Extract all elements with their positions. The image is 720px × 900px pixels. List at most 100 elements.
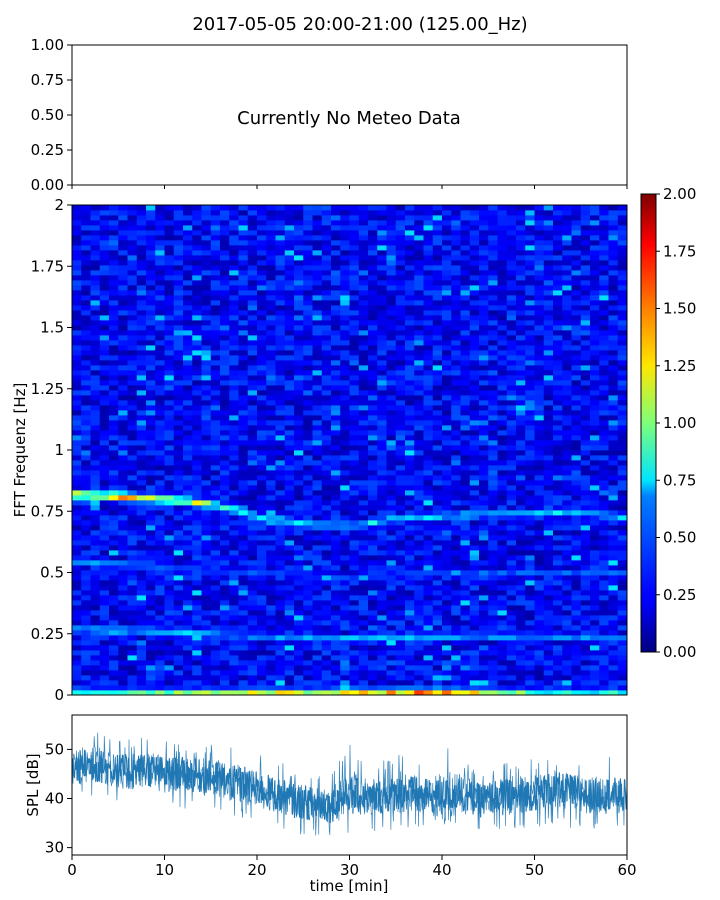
heatmap-cell bbox=[358, 530, 369, 536]
heatmap-cell bbox=[469, 245, 480, 251]
heatmap-cell bbox=[127, 585, 138, 591]
heatmap-cell bbox=[173, 265, 184, 271]
heatmap-cell bbox=[506, 355, 517, 361]
heatmap-cell bbox=[164, 260, 175, 266]
heatmap-cell bbox=[451, 585, 461, 591]
heatmap-cell bbox=[303, 660, 313, 666]
heatmap-cell bbox=[127, 580, 138, 586]
heatmap-cell bbox=[368, 380, 378, 386]
heatmap-cell bbox=[229, 475, 239, 481]
heatmap-cell bbox=[303, 305, 313, 311]
heatmap-cell bbox=[432, 265, 443, 271]
heatmap-cell bbox=[72, 245, 82, 251]
heatmap-cell bbox=[386, 205, 397, 211]
heatmap-cell bbox=[321, 235, 332, 241]
heatmap-cell bbox=[432, 525, 443, 531]
heatmap-cell bbox=[238, 670, 249, 676]
heatmap-cell bbox=[136, 360, 147, 366]
heatmap-cell bbox=[395, 395, 406, 401]
heatmap-cell bbox=[136, 535, 147, 541]
heatmap-cell bbox=[257, 540, 267, 546]
heatmap-cell bbox=[164, 480, 175, 486]
heatmap-cell bbox=[506, 680, 517, 686]
heatmap-cell bbox=[275, 230, 286, 236]
heatmap-cell bbox=[340, 255, 350, 261]
heatmap-cell bbox=[183, 680, 193, 686]
heatmap-cell bbox=[164, 680, 175, 686]
heatmap-cell bbox=[469, 475, 480, 481]
heatmap-cell bbox=[275, 450, 286, 456]
heatmap-cell bbox=[136, 330, 147, 336]
heatmap-cell bbox=[155, 250, 165, 256]
heatmap-cell bbox=[127, 220, 138, 226]
heatmap-cell bbox=[210, 305, 221, 311]
heatmap-cell bbox=[358, 385, 369, 391]
heatmap-cell bbox=[229, 350, 239, 356]
heatmap-cell bbox=[442, 650, 452, 656]
heatmap-cell bbox=[247, 450, 258, 456]
heatmap-cell bbox=[284, 285, 295, 291]
heatmap-cell bbox=[516, 405, 526, 411]
heatmap-cell bbox=[275, 295, 286, 301]
heatmap-cell bbox=[155, 280, 165, 286]
heatmap-cell bbox=[90, 350, 101, 356]
heatmap-cell bbox=[414, 575, 424, 581]
heatmap-cell bbox=[81, 540, 91, 546]
heatmap-cell bbox=[183, 450, 193, 456]
heatmap-cell bbox=[146, 685, 156, 691]
heatmap-cell bbox=[109, 325, 119, 331]
heatmap-cell bbox=[220, 615, 230, 621]
heatmap-cell bbox=[257, 545, 267, 551]
heatmap-cell bbox=[469, 320, 480, 326]
heatmap-cell bbox=[220, 555, 230, 561]
heatmap-cell bbox=[358, 650, 369, 656]
heatmap-cell bbox=[460, 570, 471, 576]
heatmap-cell bbox=[90, 280, 101, 286]
heatmap-cell bbox=[321, 295, 332, 301]
heatmap-cell bbox=[395, 310, 406, 316]
heatmap-cell bbox=[331, 610, 341, 616]
heatmap-cell bbox=[266, 225, 276, 231]
heatmap-cell bbox=[405, 625, 415, 631]
heatmap-cell bbox=[247, 580, 258, 586]
heatmap-cell bbox=[423, 490, 434, 496]
heatmap-cell bbox=[303, 235, 313, 241]
heatmap-cell bbox=[164, 445, 175, 451]
heatmap-cell bbox=[127, 340, 138, 346]
heatmap-cell bbox=[414, 415, 424, 421]
heatmap-cell bbox=[99, 665, 110, 671]
heatmap-cell bbox=[321, 255, 332, 261]
heatmap-cell bbox=[516, 540, 526, 546]
heatmap-cell bbox=[257, 275, 267, 281]
heatmap-cell bbox=[423, 335, 434, 341]
heatmap-cell bbox=[294, 215, 304, 221]
heatmap-cell bbox=[81, 570, 91, 576]
heatmap-cell bbox=[497, 240, 508, 246]
heatmap-cell bbox=[257, 235, 267, 241]
heatmap-cell bbox=[90, 440, 101, 446]
heatmap-cell bbox=[220, 455, 230, 461]
heatmap-cell bbox=[81, 605, 91, 611]
heatmap-cell bbox=[266, 595, 276, 601]
heatmap-cell bbox=[506, 325, 517, 331]
heatmap-cell bbox=[247, 330, 258, 336]
heatmap-cell bbox=[201, 645, 212, 651]
heatmap-cell bbox=[423, 235, 434, 241]
heatmap-cell bbox=[525, 265, 535, 271]
heatmap-cell bbox=[229, 510, 239, 516]
heatmap-cell bbox=[432, 365, 443, 371]
heatmap-cell bbox=[368, 370, 378, 376]
heatmap-cell bbox=[516, 515, 526, 521]
heatmap-cell bbox=[109, 670, 119, 676]
heatmap-cell bbox=[72, 265, 82, 271]
heatmap-cell bbox=[164, 670, 175, 676]
heatmap-cell bbox=[497, 445, 508, 451]
heatmap-cell bbox=[497, 345, 508, 351]
heatmap-cell bbox=[534, 425, 545, 431]
heatmap-cell bbox=[173, 240, 184, 246]
heatmap-cell bbox=[358, 240, 369, 246]
heatmap-cell bbox=[275, 235, 286, 241]
heatmap-cell bbox=[358, 305, 369, 311]
heatmap-cell bbox=[451, 275, 461, 281]
heatmap-cell bbox=[266, 205, 276, 211]
